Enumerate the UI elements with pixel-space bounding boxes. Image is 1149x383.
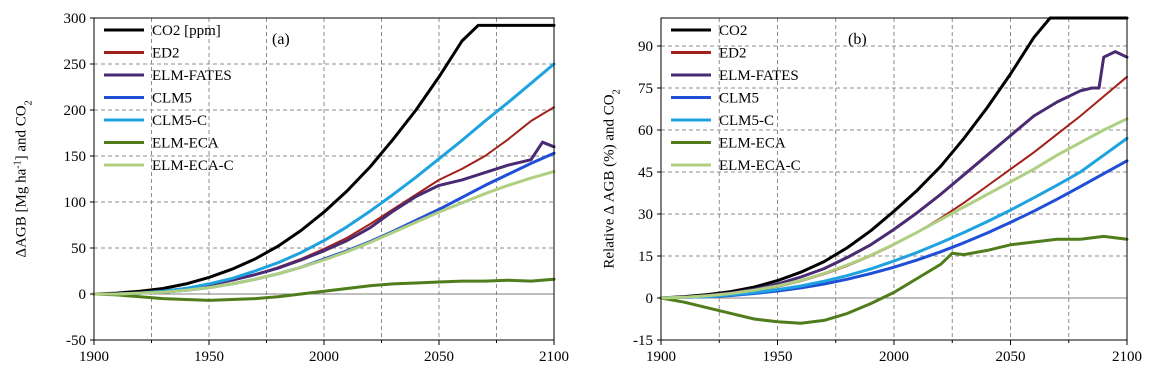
panel-b-ticks: 1900 1950 2000 2050 2100 -15 0 15 30 45 60 75 90 bbox=[633, 39, 1142, 365]
x-tick-label: 1950 bbox=[194, 349, 224, 365]
legend-label: CLM5 bbox=[152, 91, 192, 107]
legend-label: ELM-FATES bbox=[152, 68, 232, 84]
series-line-clm5-c bbox=[659, 136, 1129, 300]
panel-b-ylabel-subscript: 2 bbox=[611, 89, 622, 94]
y-tick-label: 50 bbox=[71, 241, 86, 257]
panel-b-ylabel-main: Relative Δ AGB (%) and CO bbox=[601, 94, 617, 268]
x-tick-label: 1900 bbox=[79, 349, 109, 365]
legend-label: ELM-ECA-C bbox=[719, 158, 801, 174]
series-line-co2-ppm bbox=[92, 23, 556, 296]
y-tick-label: 100 bbox=[64, 195, 87, 211]
panel-a-label: (a) bbox=[272, 31, 290, 48]
series-line-elm-eca-c bbox=[659, 117, 1129, 300]
legend-label: ELM-ECA bbox=[152, 136, 219, 152]
legend-label: CO2 [ppm] bbox=[152, 23, 221, 39]
panel-a-ticks: 1900 1950 2000 2050 2100 -50 0 50 100 150 200 250 30… bbox=[64, 11, 570, 365]
x-tick-label: 2050 bbox=[996, 349, 1026, 365]
panel-b-label: (b) bbox=[848, 31, 867, 48]
y-tick-label: 15 bbox=[638, 249, 653, 265]
legend-label: CO2 bbox=[719, 23, 747, 39]
y-tick-label: -50 bbox=[66, 333, 86, 349]
x-tick-label: 2000 bbox=[309, 349, 339, 365]
y-tick-label: 90 bbox=[638, 39, 653, 55]
panel-a-series bbox=[92, 23, 556, 302]
y-tick-label: 300 bbox=[64, 11, 87, 27]
x-tick-label: 1900 bbox=[646, 349, 676, 365]
panel-a-ylabel-main: ΔAGB [Mg ha bbox=[13, 168, 29, 257]
panel-a-y-axis-label: ΔAGB [Mg ha-1] and CO2 bbox=[12, 100, 34, 257]
y-tick-label: 30 bbox=[638, 207, 653, 223]
legend-label: ED2 bbox=[719, 46, 747, 62]
legend-label: CLM5-C bbox=[719, 113, 774, 129]
legend-label: ELM-FATES bbox=[719, 68, 799, 84]
y-tick-label: 250 bbox=[64, 57, 87, 73]
y-tick-label: -15 bbox=[633, 333, 653, 349]
panel-a-ylabel-superscript: -1 bbox=[12, 160, 23, 168]
x-tick-label: 2100 bbox=[539, 349, 569, 365]
x-tick-label: 2100 bbox=[1112, 349, 1142, 365]
y-tick-label: 200 bbox=[64, 103, 87, 119]
panel-b: 1900 1950 2000 2050 2100 -15 0 15 30 45 60 75 90 CO2… bbox=[601, 16, 1142, 365]
panel-a-ylabel-mid: ] and CO bbox=[13, 105, 29, 160]
legend-label: ED2 bbox=[152, 46, 180, 62]
series-line-elm-eca bbox=[92, 277, 556, 302]
legend-label: ELM-ECA bbox=[719, 136, 786, 152]
y-tick-label: 60 bbox=[638, 123, 653, 139]
y-tick-label: 0 bbox=[79, 287, 87, 303]
legend-label: ELM-ECA-C bbox=[152, 158, 234, 174]
series-line-elm-eca-c bbox=[92, 170, 556, 296]
y-tick-label: 45 bbox=[638, 165, 653, 181]
panel-b-grid bbox=[661, 18, 1127, 340]
x-tick-label: 1950 bbox=[763, 349, 793, 365]
legend-label: CLM5-C bbox=[152, 113, 207, 129]
panel-b-legend: CO2 ED2 ELM-FATES CLM5 CLM5-C ELM-ECA ELM-ECA-… bbox=[671, 23, 801, 174]
y-tick-label: 0 bbox=[646, 291, 654, 307]
y-tick-label: 75 bbox=[638, 81, 653, 97]
panel-b-y-axis-label: Relative Δ AGB (%) and CO2 bbox=[601, 89, 622, 268]
series-line-elm-eca bbox=[659, 234, 1129, 325]
y-tick-label: 150 bbox=[64, 149, 87, 165]
x-tick-label: 2050 bbox=[424, 349, 454, 365]
panel-b-series bbox=[659, 16, 1129, 325]
panel-a-legend: CO2 [ppm] ED2 ELM-FATES CLM5 CLM5-C ELM-ECA EL… bbox=[104, 23, 234, 174]
panel-a-ylabel-subscript: 2 bbox=[23, 100, 34, 105]
legend-label: CLM5 bbox=[719, 91, 759, 107]
x-tick-label: 2000 bbox=[879, 349, 909, 365]
panel-a: 1900 1950 2000 2050 2100 -50 0 50 100 150 200 250 30… bbox=[12, 11, 569, 365]
